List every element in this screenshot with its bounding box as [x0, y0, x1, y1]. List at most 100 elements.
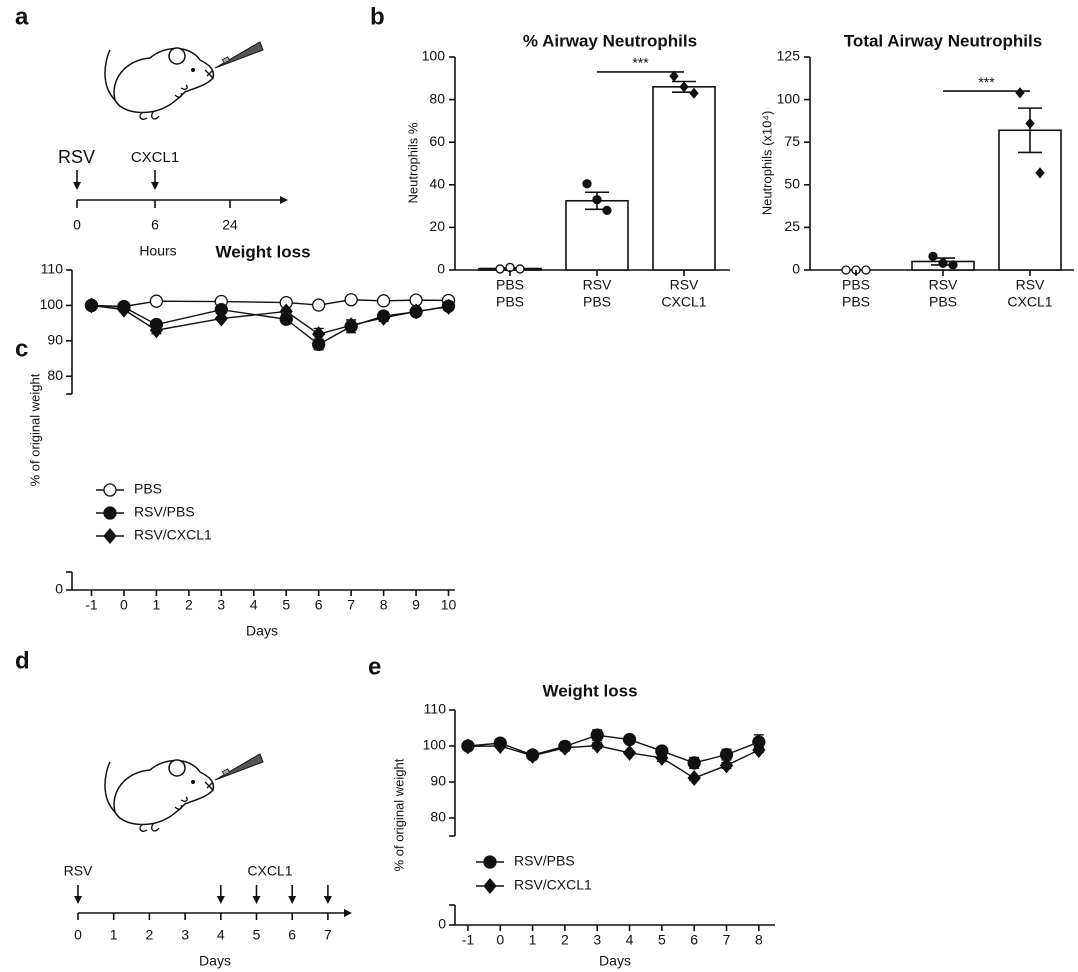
x-tick-label: 3 [593, 932, 601, 948]
y-tick-label: 25 [784, 218, 800, 234]
legend-label: RSV/CXCL1 [134, 527, 212, 543]
data-point [376, 294, 391, 308]
data-point [669, 70, 679, 82]
data-point [84, 297, 99, 314]
data-point [558, 739, 572, 756]
data-point [928, 251, 938, 262]
data-point [344, 293, 358, 307]
data-point [441, 298, 456, 315]
x-tick-label: 6 [690, 932, 698, 948]
tick-label: 4 [217, 927, 225, 943]
tick-label: 24 [222, 217, 238, 233]
legend-marker [103, 483, 117, 497]
x-tick-label: PBS [929, 294, 957, 310]
event-label: CXCL1 [247, 863, 292, 879]
panel-label: e [368, 653, 381, 680]
event-arrow-head [288, 896, 297, 904]
x-tick-label: 0 [120, 597, 128, 613]
legend-label: RSV/PBS [514, 853, 575, 869]
x-tick-label: PBS [842, 277, 870, 293]
data-point [279, 303, 293, 320]
event-arrow-head [252, 896, 261, 904]
tick-label: 3 [181, 927, 189, 943]
x-tick-label: 0 [496, 932, 504, 948]
x-tick-label: 5 [282, 597, 290, 613]
x-tick-label: CXCL1 [661, 294, 706, 310]
data-point [602, 205, 612, 216]
bar [565, 199, 629, 271]
x-tick-label: RSV [670, 277, 699, 293]
event-label: RSV [64, 863, 93, 879]
tick-label: 2 [146, 927, 154, 943]
x-tick-label: RSV [929, 277, 958, 293]
x-tick-label: 4 [626, 932, 634, 948]
x-tick-label: PBS [496, 294, 524, 310]
tick-label: 6 [151, 217, 159, 233]
series-line [91, 304, 449, 346]
x-tick-label: 1 [152, 597, 160, 613]
legend-marker [103, 528, 117, 544]
y-tick-label: 75 [784, 133, 800, 149]
data-point [409, 303, 423, 320]
x-tick-label: 7 [347, 597, 355, 613]
data-point [622, 732, 637, 747]
x-tick-label: RSV [1016, 277, 1045, 293]
y-axis-label: % of original weight [391, 758, 406, 871]
x-tick-label: 7 [723, 932, 731, 948]
x-tick-label: 3 [217, 597, 225, 613]
series-line [91, 304, 449, 335]
data-point [312, 298, 326, 312]
x-tick-label: 6 [315, 597, 323, 613]
data-point [495, 264, 505, 274]
significance-label: *** [978, 74, 995, 90]
data-point [687, 756, 701, 770]
y-tick-label: 90 [47, 332, 63, 348]
x-tick-label: 2 [561, 932, 569, 948]
tick-label: 0 [73, 217, 81, 233]
data-point [592, 195, 602, 205]
data-point [312, 326, 326, 343]
data-point [344, 317, 358, 334]
timeline [74, 885, 352, 920]
axis-label: Hours [139, 243, 176, 259]
x-tick-label: 4 [250, 597, 258, 613]
event-arrow-head [74, 896, 82, 904]
y-axis-label: Neutrophils (x10⁴) [759, 111, 774, 216]
bar [652, 86, 716, 271]
data-point [214, 310, 228, 327]
y-tick-label: 125 [777, 48, 801, 64]
data-point [719, 757, 734, 774]
y-tick-label: 0 [438, 916, 446, 932]
x-tick-label: PBS [496, 277, 524, 293]
y-tick-label: 80 [429, 90, 445, 106]
y-tick-label: 40 [429, 176, 445, 192]
data-point [938, 258, 948, 268]
x-tick-label: PBS [842, 294, 870, 310]
data-point [149, 322, 164, 339]
tick-label: 0 [74, 927, 82, 943]
data-point [461, 738, 475, 755]
data-point [752, 741, 766, 758]
y-tick-label: 110 [424, 701, 447, 717]
mouse-illustration [104, 41, 264, 121]
axis-label: Days [199, 953, 231, 969]
y-tick-label: 100 [423, 737, 447, 753]
data-point [841, 265, 851, 275]
data-point [679, 81, 689, 93]
legend-marker [483, 878, 497, 894]
timeline [73, 170, 288, 208]
y-axis-label: Neutrophils % [405, 122, 420, 203]
y-tick-label: 0 [792, 261, 800, 277]
data-point [117, 301, 131, 318]
x-tick-label: -1 [85, 597, 98, 613]
event-arrow-head [323, 896, 332, 904]
data-point [493, 738, 507, 754]
y-tick-label: 100 [422, 48, 446, 64]
y-tick-label: 20 [429, 218, 445, 234]
event-label: RSV [58, 147, 95, 167]
chart-title: Weight loss [542, 681, 637, 700]
x-tick-label: CXCL1 [1007, 294, 1052, 310]
series-line [467, 734, 760, 764]
x-tick-label: RSV [583, 277, 612, 293]
